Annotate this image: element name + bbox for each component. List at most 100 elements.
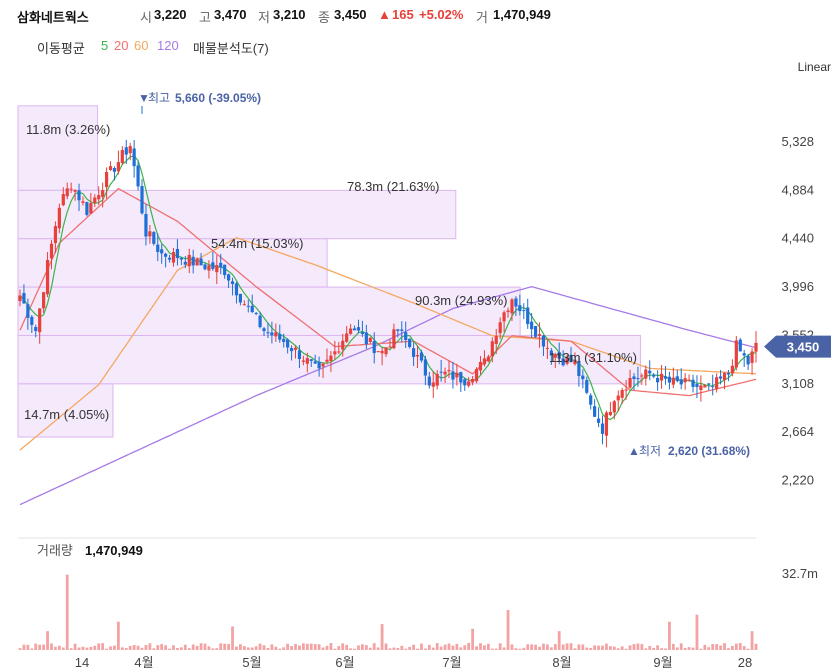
volume-bar <box>239 644 242 650</box>
volume-bar <box>640 644 644 650</box>
candle-body <box>715 377 719 389</box>
candle-body <box>321 363 325 367</box>
candle-body <box>522 310 526 312</box>
candle-body <box>711 386 715 388</box>
x-tick-label: 9월 <box>653 655 672 670</box>
ma120-legend[interactable]: 120 <box>157 38 179 53</box>
candle-body <box>754 342 758 352</box>
volume-bar <box>601 645 604 650</box>
candle-body <box>640 375 644 377</box>
candle-body <box>683 378 687 383</box>
candle-body <box>329 355 333 362</box>
candle-body <box>624 389 628 391</box>
volume-bar <box>368 647 372 650</box>
volume-bar <box>148 643 152 650</box>
volume-bar <box>632 644 636 650</box>
candle-body <box>537 334 542 336</box>
volume-bar <box>317 644 321 650</box>
volume-profile-bar <box>17 383 114 438</box>
candle-body <box>553 354 557 358</box>
y-tick-label: 5,328 <box>781 134 814 149</box>
volume-bar <box>215 648 219 650</box>
candle-body <box>411 348 416 357</box>
candle-body <box>675 376 679 382</box>
candle-body <box>451 371 455 380</box>
ma60-legend[interactable]: 60 <box>134 38 149 53</box>
candle-body <box>533 326 538 337</box>
volume-bar <box>746 648 750 650</box>
candle-body <box>604 412 609 436</box>
volume-bar <box>475 646 478 650</box>
volume-bar <box>278 648 282 650</box>
volume-bar <box>353 648 356 650</box>
low-label: 저 <box>258 10 270 25</box>
volume-bar <box>349 648 353 650</box>
candle-body <box>136 165 140 187</box>
candle-body <box>376 351 380 353</box>
volume-bar <box>26 644 30 650</box>
candle-body <box>443 371 447 375</box>
candle-body <box>124 147 128 155</box>
volume-panel-label: 거래량 <box>37 543 73 558</box>
candle-body <box>175 248 180 259</box>
candle-body <box>364 332 368 345</box>
candle-body <box>69 188 73 190</box>
volume-bar <box>597 645 600 650</box>
volume-bar <box>274 646 278 650</box>
candle-body <box>152 232 156 244</box>
candle-body <box>309 359 313 361</box>
volume-bar <box>679 643 683 650</box>
volume-profile-bar <box>17 105 99 191</box>
volume-bar <box>711 644 715 650</box>
volume-bar <box>443 644 447 650</box>
candle-body <box>541 335 546 347</box>
candle-body <box>656 377 660 383</box>
candle-body <box>262 328 266 332</box>
volume-bar <box>34 643 38 650</box>
y-tick-label: 2,664 <box>781 424 814 439</box>
volume-bar <box>608 646 612 650</box>
volume-bar <box>262 645 266 650</box>
volume-bar <box>479 643 482 650</box>
volume-bar <box>246 647 250 650</box>
volume-bar <box>172 645 175 650</box>
candle-body <box>463 379 467 386</box>
candle-body <box>81 201 85 203</box>
candle-body <box>667 376 672 383</box>
candle-body <box>471 379 475 383</box>
volume-profile-label[interactable]: 매물분석도(7) <box>193 41 269 56</box>
volume-bar <box>486 643 490 650</box>
candle-body <box>636 378 640 380</box>
x-tick-label: 8월 <box>552 655 571 670</box>
low-marker-arrow-icon: ▲ <box>628 444 640 458</box>
candle-body <box>215 265 219 273</box>
volume-bar <box>30 648 34 650</box>
volume-bar <box>270 644 274 650</box>
candle-body <box>648 370 652 374</box>
volume-profile-bar <box>17 189 457 240</box>
volume-bar <box>526 644 530 650</box>
candle-body <box>234 283 239 296</box>
volume-bar <box>408 646 412 650</box>
candle-body <box>691 379 695 387</box>
candle-body <box>435 373 439 386</box>
volume-bar <box>664 648 667 650</box>
volume-bar <box>38 644 42 650</box>
ma5-legend[interactable]: 5 <box>101 38 109 53</box>
volume-bar <box>333 648 337 650</box>
volume-bar <box>652 647 656 650</box>
candle-body <box>652 374 656 377</box>
candle-body <box>585 380 589 393</box>
y-tick-label: 4,440 <box>781 231 814 246</box>
volume-bar <box>727 648 730 650</box>
candle-body <box>530 321 534 330</box>
candle-body <box>349 328 353 334</box>
ma60-line <box>19 236 757 451</box>
ma20-legend[interactable]: 20 <box>114 38 129 53</box>
candle-body <box>447 370 451 372</box>
volume-bar <box>160 643 164 650</box>
moving-average-label[interactable]: 이동평균 <box>37 41 85 56</box>
candle-body <box>250 305 254 312</box>
candle-body <box>274 332 278 337</box>
